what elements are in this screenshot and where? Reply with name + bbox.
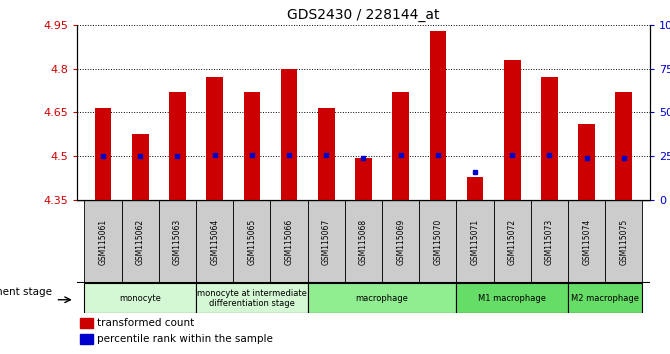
- Text: GSM115064: GSM115064: [210, 218, 219, 265]
- Bar: [419, 200, 456, 283]
- Text: GSM115067: GSM115067: [322, 218, 331, 265]
- Bar: [308, 200, 345, 283]
- Bar: [80, 334, 92, 344]
- Text: GSM115065: GSM115065: [247, 218, 257, 265]
- Bar: [159, 200, 196, 283]
- Text: development stage: development stage: [0, 287, 52, 297]
- Bar: [169, 92, 186, 200]
- Bar: [122, 200, 159, 283]
- Text: percentile rank within the sample: percentile rank within the sample: [97, 334, 273, 344]
- Bar: [541, 78, 558, 200]
- Bar: [382, 200, 419, 283]
- Text: GSM115061: GSM115061: [98, 218, 108, 265]
- Text: GSM115072: GSM115072: [508, 218, 517, 265]
- Bar: [568, 200, 605, 283]
- Bar: [318, 108, 334, 200]
- Bar: [429, 31, 446, 200]
- Text: GSM115071: GSM115071: [470, 218, 480, 265]
- Text: M1 macrophage: M1 macrophage: [478, 294, 546, 303]
- Text: GSM115075: GSM115075: [619, 218, 628, 265]
- Title: GDS2430 / 228144_at: GDS2430 / 228144_at: [287, 8, 440, 22]
- Bar: [467, 177, 484, 200]
- Text: macrophage: macrophage: [356, 294, 409, 303]
- Text: M2 macrophage: M2 macrophage: [572, 294, 639, 303]
- Bar: [605, 200, 643, 283]
- Bar: [84, 200, 122, 283]
- Bar: [94, 108, 111, 200]
- Bar: [393, 92, 409, 200]
- Bar: [132, 134, 149, 200]
- Text: GSM115070: GSM115070: [433, 218, 442, 265]
- Bar: [456, 200, 494, 283]
- Bar: [494, 200, 531, 283]
- Bar: [281, 69, 297, 200]
- Text: monocyte: monocyte: [119, 294, 161, 303]
- Bar: [504, 60, 521, 200]
- Text: GSM115073: GSM115073: [545, 218, 554, 265]
- Bar: [578, 124, 595, 200]
- Text: GSM115066: GSM115066: [285, 218, 293, 265]
- Bar: [196, 283, 308, 313]
- Text: GSM115063: GSM115063: [173, 218, 182, 265]
- Text: monocyte at intermediate
differentiation stage: monocyte at intermediate differentiation…: [197, 289, 307, 308]
- Bar: [355, 158, 372, 200]
- Bar: [308, 283, 456, 313]
- Bar: [616, 92, 632, 200]
- Text: GSM115068: GSM115068: [359, 218, 368, 265]
- Bar: [531, 200, 568, 283]
- Bar: [271, 200, 308, 283]
- Bar: [196, 200, 233, 283]
- Bar: [206, 78, 223, 200]
- Bar: [84, 283, 196, 313]
- Bar: [345, 200, 382, 283]
- Bar: [568, 283, 643, 313]
- Text: GSM115069: GSM115069: [396, 218, 405, 265]
- Text: GSM115074: GSM115074: [582, 218, 591, 265]
- Bar: [456, 283, 568, 313]
- Text: GSM115062: GSM115062: [136, 218, 145, 265]
- Bar: [233, 200, 271, 283]
- Bar: [243, 92, 260, 200]
- Text: transformed count: transformed count: [97, 318, 194, 328]
- Bar: [80, 318, 92, 328]
